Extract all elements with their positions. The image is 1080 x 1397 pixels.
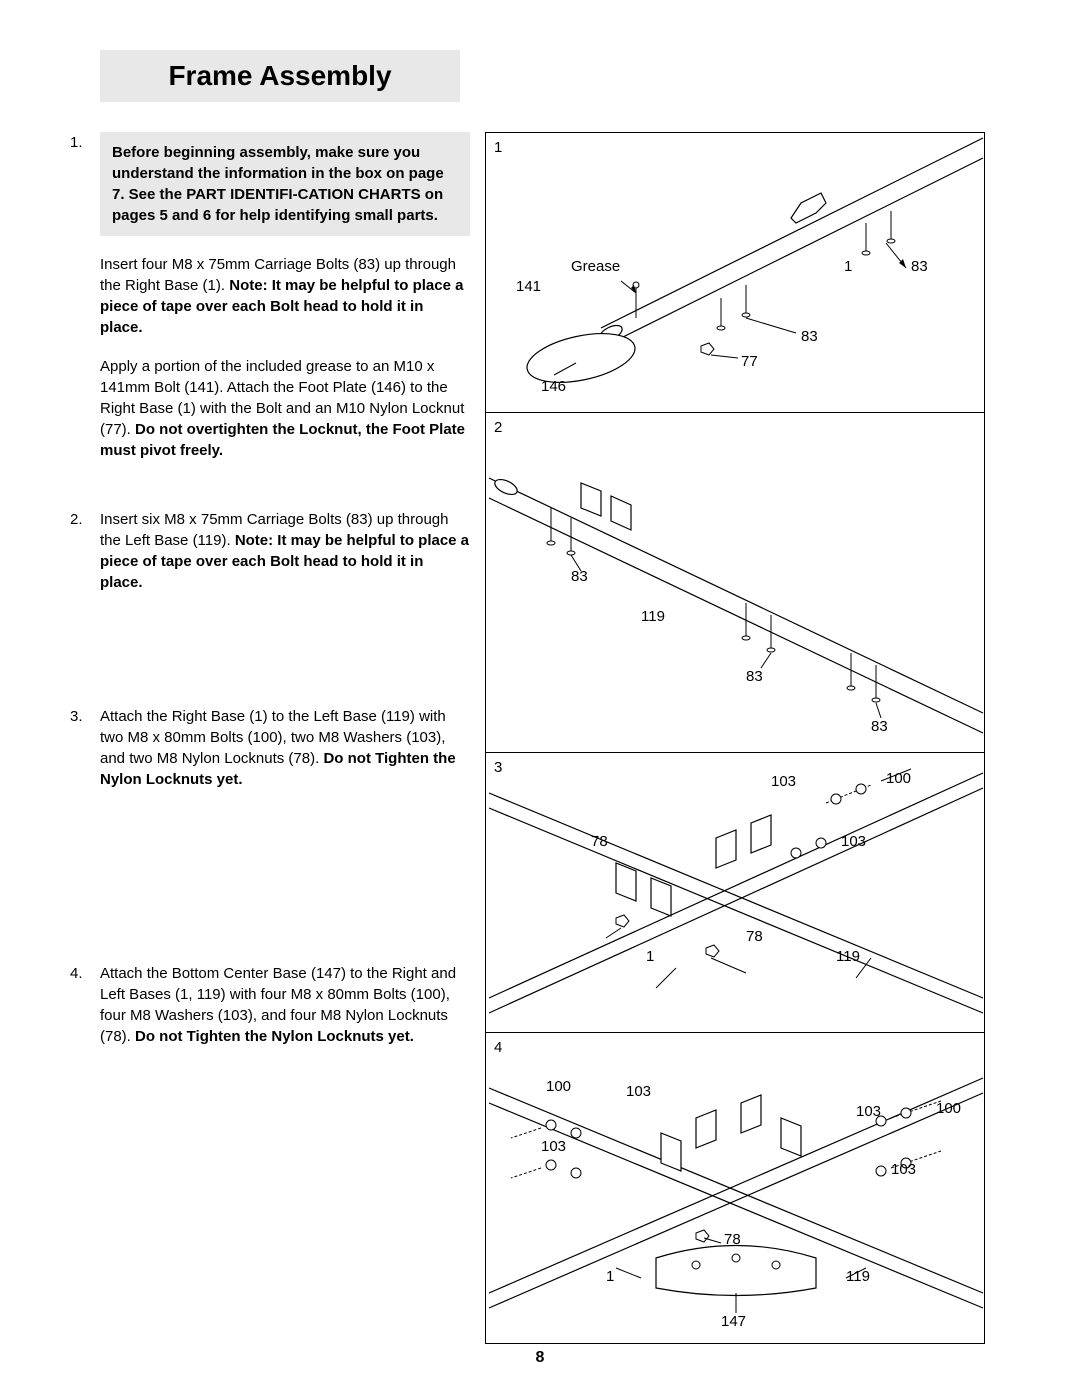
- step-body: Attach the Right Base (1) to the Left Ba…: [100, 706, 470, 808]
- step-2: 2. Insert six M8 x 75mm Carriage Bolts (…: [70, 509, 470, 611]
- diagram-1: 1: [486, 133, 984, 413]
- label-103: 103: [626, 1083, 651, 1100]
- step-4: 4. Attach the Bottom Center Base (147) t…: [70, 963, 470, 1065]
- diagram-2-svg: [486, 413, 986, 753]
- content-wrapper: 1. Before beginning assembly, make sure …: [70, 132, 1010, 1344]
- step-number: 2.: [70, 509, 100, 611]
- diagram-3: 3: [486, 753, 984, 1033]
- label-83b: 83: [746, 668, 763, 685]
- label-1: 1: [606, 1268, 614, 1285]
- step-paragraph: Apply a portion of the included grease t…: [100, 356, 470, 461]
- label-grease: Grease: [571, 258, 620, 275]
- panel-number: 2: [494, 419, 502, 436]
- step-body: Before beginning assembly, make sure you…: [100, 132, 470, 479]
- instructions-column: 1. Before beginning assembly, make sure …: [70, 132, 470, 1344]
- label-1: 1: [844, 258, 852, 275]
- label-78: 78: [724, 1231, 741, 1248]
- step-paragraph: Insert six M8 x 75mm Carriage Bolts (83)…: [100, 509, 470, 593]
- step-number: 1.: [70, 132, 100, 479]
- label-83b: 83: [911, 258, 928, 275]
- step-body: Attach the Bottom Center Base (147) to t…: [100, 963, 470, 1065]
- label-119: 119: [836, 948, 860, 965]
- label-83c: 83: [871, 718, 888, 735]
- label-83: 83: [571, 568, 588, 585]
- panel-number: 3: [494, 759, 502, 776]
- label-100: 100: [546, 1078, 571, 1095]
- step-paragraph: Insert four M8 x 75mm Carriage Bolts (83…: [100, 254, 470, 338]
- label-147: 147: [721, 1313, 746, 1330]
- label-119: 119: [846, 1268, 870, 1285]
- label-100: 100: [886, 770, 911, 787]
- page-number: 8: [536, 1349, 545, 1367]
- label-103b: 103: [856, 1103, 881, 1120]
- step-3: 3. Attach the Right Base (1) to the Left…: [70, 706, 470, 808]
- label-77: 77: [741, 353, 758, 370]
- label-78: 78: [591, 833, 608, 850]
- label-119: 119: [641, 608, 665, 625]
- diagram-2: 2: [486, 413, 984, 753]
- label-100b: 100: [936, 1100, 961, 1117]
- label-103d: 103: [891, 1161, 916, 1178]
- label-1: 1: [646, 948, 654, 965]
- diagram-stack: 1: [485, 132, 985, 1344]
- step-1: 1. Before beginning assembly, make sure …: [70, 132, 470, 479]
- step-body: Insert six M8 x 75mm Carriage Bolts (83)…: [100, 509, 470, 611]
- label-103: 103: [771, 773, 796, 790]
- step-number: 3.: [70, 706, 100, 808]
- step-paragraph: Attach the Right Base (1) to the Left Ba…: [100, 706, 470, 790]
- bold-text: Do not Tighten the Nylon Locknuts yet.: [135, 1028, 414, 1045]
- step-paragraph: Attach the Bottom Center Base (147) to t…: [100, 963, 470, 1047]
- warning-box: Before beginning assembly, make sure you…: [100, 132, 470, 236]
- label-103c: 103: [541, 1138, 566, 1155]
- label-83: 83: [801, 328, 818, 345]
- diagram-4: 4: [486, 1033, 984, 1343]
- step-number: 4.: [70, 963, 100, 1065]
- label-103b: 103: [841, 833, 866, 850]
- label-78b: 78: [746, 928, 763, 945]
- panel-number: 1: [494, 139, 502, 156]
- diagram-3-svg: [486, 753, 986, 1033]
- page-title: Frame Assembly: [100, 50, 460, 102]
- label-141: 141: [516, 278, 541, 295]
- diagrams-column: 1: [485, 132, 985, 1344]
- bold-text: Do not overtighten the Locknut, the Foot…: [100, 421, 465, 459]
- panel-number: 4: [494, 1039, 502, 1056]
- label-146: 146: [541, 378, 566, 395]
